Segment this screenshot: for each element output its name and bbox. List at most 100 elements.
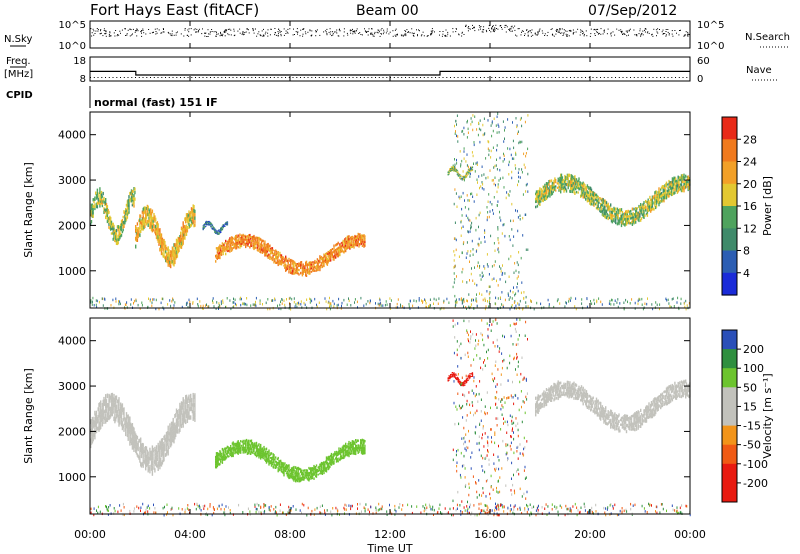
echo-cell <box>193 415 195 420</box>
nsky-point <box>242 31 244 33</box>
nsky-point <box>497 28 499 30</box>
nsky-point <box>500 25 502 27</box>
echo-noise <box>491 265 493 268</box>
echo-cell <box>635 217 638 220</box>
echo-cell <box>149 221 151 226</box>
echo-noise <box>646 302 648 306</box>
nsky-point <box>304 31 306 33</box>
echo-cell <box>541 194 544 197</box>
echo-cell <box>217 255 219 257</box>
nave-point <box>607 77 609 78</box>
nsky-point <box>596 28 598 30</box>
nsky-point <box>126 34 128 36</box>
echo-cell <box>295 264 297 267</box>
nsky-point <box>343 35 345 37</box>
echo-cell <box>459 177 461 179</box>
echo-cell <box>290 261 292 264</box>
echo-noise <box>524 120 526 124</box>
echo-cell <box>219 251 221 255</box>
echo-cell <box>252 235 254 238</box>
echo-noise <box>171 300 173 303</box>
echo-noise <box>467 230 469 233</box>
echo-cell <box>280 254 283 257</box>
nsky-point <box>411 32 413 34</box>
echo-cell <box>319 265 321 269</box>
echo-cell <box>162 248 164 252</box>
echo-cell <box>592 203 594 206</box>
nsky-point <box>118 34 120 36</box>
echo-cell <box>142 226 144 231</box>
echo-noise <box>515 304 517 308</box>
nsky-point <box>346 32 348 34</box>
nsky-point <box>680 29 681 31</box>
echo-cell <box>158 448 160 453</box>
echo-cell <box>538 192 540 195</box>
echo-cell <box>545 191 548 194</box>
echo-cell <box>471 166 474 168</box>
echo-cell <box>216 233 219 235</box>
echo-noise <box>461 214 463 217</box>
echo-cell <box>257 244 259 247</box>
echo-cell <box>100 193 103 197</box>
nsky-point <box>566 36 568 37</box>
echo-cell <box>640 206 642 210</box>
nsky-point <box>190 28 192 30</box>
echo-cell <box>667 194 669 198</box>
echo-cell <box>108 216 110 220</box>
echo-noise <box>527 248 529 251</box>
echo-cell <box>138 456 140 460</box>
echo-cell <box>350 236 352 239</box>
echo-cell <box>158 463 160 467</box>
echo-noise <box>479 266 480 269</box>
echo-noise <box>487 119 489 122</box>
nave-point <box>146 77 148 78</box>
nsky-point <box>91 32 93 34</box>
echo-noise <box>491 121 493 125</box>
echo-cell <box>583 193 585 196</box>
nsky-point <box>575 31 577 33</box>
echo-cell <box>221 244 224 248</box>
echo-cell <box>150 225 152 229</box>
echo-noise <box>497 238 499 242</box>
echo-cell <box>160 233 163 237</box>
echo-cell <box>289 266 291 269</box>
nsky-point <box>380 33 382 34</box>
echo-cell <box>550 184 553 188</box>
echo-cell <box>338 251 340 254</box>
echo-cell <box>633 221 635 225</box>
echo-cell <box>143 218 145 222</box>
echo-cell <box>287 260 289 262</box>
echo-noise <box>688 302 690 305</box>
nsky-point <box>287 28 289 30</box>
echo-cell <box>558 178 560 182</box>
nsky-point <box>539 28 541 30</box>
echo-noise <box>463 147 465 150</box>
nave-point <box>663 77 665 78</box>
echo-cell <box>228 245 230 248</box>
echo-cell <box>650 204 652 208</box>
echo-noise <box>518 251 520 254</box>
echo-cell <box>175 254 177 258</box>
echo-cell <box>155 449 157 453</box>
echo-noise <box>516 277 518 280</box>
echo-cell <box>308 263 310 267</box>
nave-point <box>258 77 260 78</box>
echo-cell <box>585 197 587 201</box>
nsky-point <box>209 33 211 35</box>
echo-cell <box>647 209 649 212</box>
echo-cell <box>254 247 256 250</box>
nsky-point <box>188 35 190 37</box>
nsky-point <box>97 30 99 32</box>
echo-noise <box>491 120 493 123</box>
echo-noise <box>471 151 473 154</box>
echo-cell <box>145 446 147 451</box>
nsky-point <box>518 28 520 30</box>
echo-noise <box>517 289 519 293</box>
nsky-point <box>115 30 117 31</box>
echo-cell <box>114 229 116 232</box>
echo-noise <box>465 214 467 217</box>
echo-cell <box>238 237 240 240</box>
echo-noise <box>515 117 517 120</box>
nave-point <box>412 77 414 78</box>
echo-cell <box>539 187 541 191</box>
